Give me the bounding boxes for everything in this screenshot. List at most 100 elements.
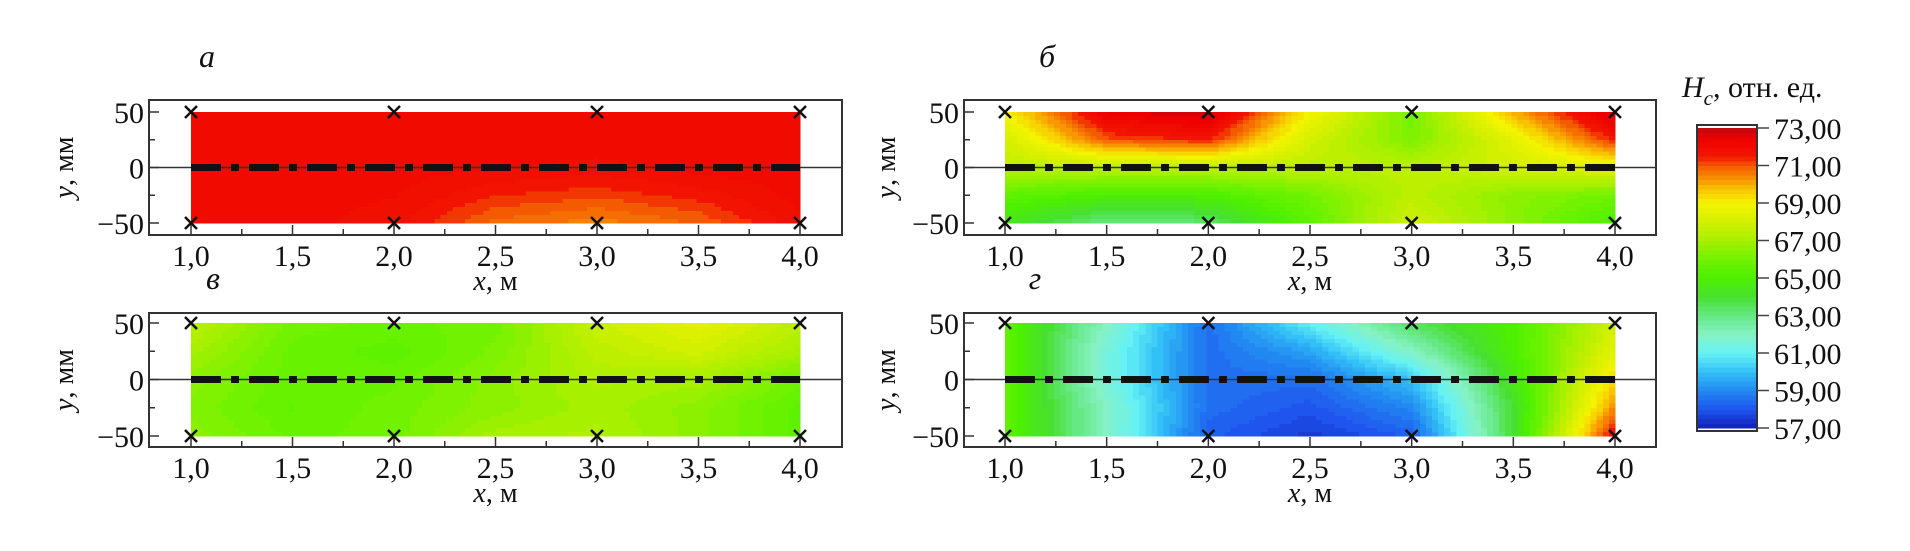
- heat-cell: [745, 163, 752, 169]
- heat-cell: [489, 119, 497, 125]
- heat-cell: [410, 183, 417, 188]
- heat-cell: [1310, 143, 1317, 149]
- heat-cell: [1145, 151, 1152, 157]
- heat-cell: [580, 195, 588, 200]
- heat-cell: [1194, 171, 1201, 177]
- heat-cell: [1450, 155, 1457, 161]
- heat-cell: [1047, 119, 1055, 125]
- heat-cell: [757, 203, 765, 208]
- heat-cell: [203, 115, 210, 121]
- heat-cell: [373, 131, 381, 137]
- heat-cell: [1011, 112, 1018, 117]
- heat-cell: [1438, 119, 1445, 125]
- heat-cell: [769, 207, 777, 212]
- heat-cell: [1547, 183, 1555, 188]
- heat-cell: [1401, 135, 1409, 141]
- heat-cell: [1224, 167, 1232, 173]
- heat-cell: [739, 207, 746, 212]
- heat-cell: [1438, 131, 1445, 137]
- heat-cell: [525, 112, 533, 117]
- heat-cell: [580, 123, 588, 129]
- heat-cell: [312, 191, 320, 196]
- heat-cell: [1023, 195, 1030, 200]
- heat-cell: [434, 195, 442, 200]
- heat-cell: [769, 151, 777, 157]
- heat-cell: [1291, 112, 1299, 117]
- heat-cell: [611, 183, 618, 188]
- heat-cell: [1450, 187, 1457, 192]
- heat-cell: [641, 175, 649, 180]
- heat-cell: [1047, 175, 1055, 180]
- heat-cell: [1090, 167, 1098, 173]
- heat-cell: [1096, 163, 1104, 169]
- heat-cell: [495, 159, 503, 165]
- heat-cell: [1438, 151, 1445, 157]
- heat-cell: [1310, 171, 1317, 177]
- heat-cell: [276, 131, 283, 137]
- heat-cell: [550, 187, 557, 192]
- heat-cell: [477, 211, 484, 216]
- heat-cell: [257, 139, 265, 145]
- heat-cell: [653, 191, 661, 196]
- heat-cell: [379, 112, 387, 117]
- heat-cell: [1383, 163, 1390, 169]
- heat-cell: [221, 115, 229, 121]
- heat-cell: [1078, 195, 1085, 200]
- heat-cell: [793, 171, 801, 177]
- heat-cell: [1499, 135, 1506, 141]
- heat-cell: [1133, 179, 1140, 184]
- heat-cell: [733, 159, 740, 165]
- heat-cell: [367, 195, 375, 200]
- heat-cell: [288, 155, 296, 161]
- heat-cell: [525, 175, 533, 180]
- heat-cell: [708, 191, 716, 196]
- heat-cell: [1358, 171, 1366, 177]
- heat-cell: [556, 135, 564, 141]
- heat-cell: [1273, 179, 1281, 184]
- heat-cell: [1047, 159, 1055, 165]
- heat-cell: [221, 187, 229, 192]
- heat-cell: [434, 187, 442, 192]
- heat-cell: [1395, 179, 1403, 184]
- heat-cell: [1200, 195, 1207, 200]
- heat-cell: [605, 199, 612, 204]
- heat-cell: [331, 147, 338, 153]
- heat-cell: [1340, 147, 1348, 153]
- heat-cell: [1029, 155, 1037, 161]
- heat-cell: [653, 219, 661, 224]
- heat-cell: [574, 219, 582, 224]
- heat-cell: [227, 135, 235, 141]
- heat-cell: [1175, 135, 1183, 141]
- heat-cell: [306, 195, 314, 200]
- heat-cell: [1456, 191, 1464, 196]
- heat-cell: [1005, 155, 1012, 161]
- heat-cell: [720, 211, 728, 216]
- heat-cell: [1566, 155, 1573, 161]
- heat-cell: [684, 175, 691, 180]
- heat-cell: [215, 179, 223, 184]
- heat-cell: [525, 195, 533, 200]
- heat-cell: [629, 179, 637, 184]
- heat-cell: [446, 143, 454, 149]
- heat-cell: [1395, 147, 1403, 153]
- heat-cell: [1578, 123, 1586, 129]
- heat-cell: [1005, 159, 1012, 165]
- heat-cell: [221, 207, 229, 212]
- heat-cell: [1419, 171, 1427, 177]
- heat-cell: [1432, 159, 1439, 165]
- heat-cell: [532, 219, 539, 224]
- heat-cell: [245, 211, 253, 216]
- heat-cell: [574, 147, 582, 153]
- heat-cell: [702, 187, 710, 192]
- heat-cell: [355, 183, 363, 188]
- heat-cell: [538, 203, 545, 208]
- heat-cell: [294, 183, 302, 188]
- heat-cell: [361, 135, 369, 141]
- heat-cell: [483, 147, 491, 153]
- heat-cell: [404, 139, 411, 145]
- heat-cell: [538, 195, 545, 200]
- heat-cell: [1084, 112, 1091, 117]
- heat-cell: [739, 187, 746, 192]
- heat-cell: [282, 191, 290, 196]
- heat-cell: [1242, 135, 1250, 141]
